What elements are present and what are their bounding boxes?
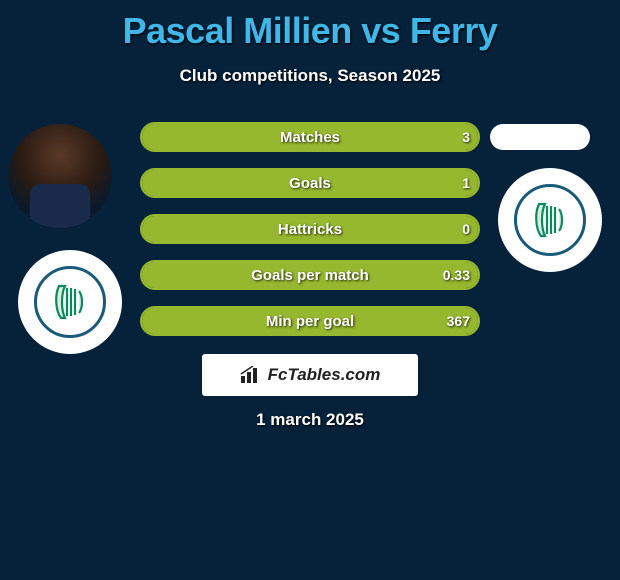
stat-value-left: 1 — [462, 170, 470, 196]
branding-box: FcTables.com — [202, 354, 418, 396]
stat-row-gpm: Goals per match 0.33 — [140, 260, 480, 290]
stat-label: Min per goal — [142, 308, 478, 334]
branding-text: FcTables.com — [268, 365, 381, 385]
stat-row-goals: Goals 1 — [140, 168, 480, 198]
harp-icon — [514, 184, 586, 256]
title-player1: Pascal Millien — [123, 10, 352, 51]
stat-row-matches: Matches 3 — [140, 122, 480, 152]
player1-photo — [8, 124, 112, 228]
stat-value-left: 0 — [462, 216, 470, 242]
player2-club-badge — [498, 168, 602, 272]
player2-photo-placeholder — [490, 124, 590, 150]
bar-chart-icon — [240, 366, 262, 384]
stat-label: Goals — [142, 170, 478, 196]
stat-row-hattricks: Hattricks 0 — [140, 214, 480, 244]
title-player2: Ferry — [410, 10, 498, 51]
subtitle: Club competitions, Season 2025 — [0, 66, 620, 86]
stats-panel: Matches 3 Goals 1 Hattricks 0 Goals per … — [140, 122, 480, 352]
stat-value-left: 3 — [462, 124, 470, 150]
title-vs: vs — [361, 10, 400, 51]
footer-date: 1 march 2025 — [0, 410, 620, 430]
stat-label: Matches — [142, 124, 478, 150]
stat-value-left: 367 — [447, 308, 470, 334]
page-title: Pascal Millien vs Ferry — [0, 0, 620, 52]
stat-label: Hattricks — [142, 216, 478, 242]
stat-value-left: 0.33 — [443, 262, 470, 288]
stat-row-mpg: Min per goal 367 — [140, 306, 480, 336]
harp-icon — [34, 266, 106, 338]
stat-label: Goals per match — [142, 262, 478, 288]
player1-club-badge — [18, 250, 122, 354]
